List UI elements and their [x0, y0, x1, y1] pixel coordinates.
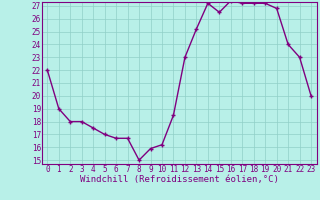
X-axis label: Windchill (Refroidissement éolien,°C): Windchill (Refroidissement éolien,°C): [80, 175, 279, 184]
